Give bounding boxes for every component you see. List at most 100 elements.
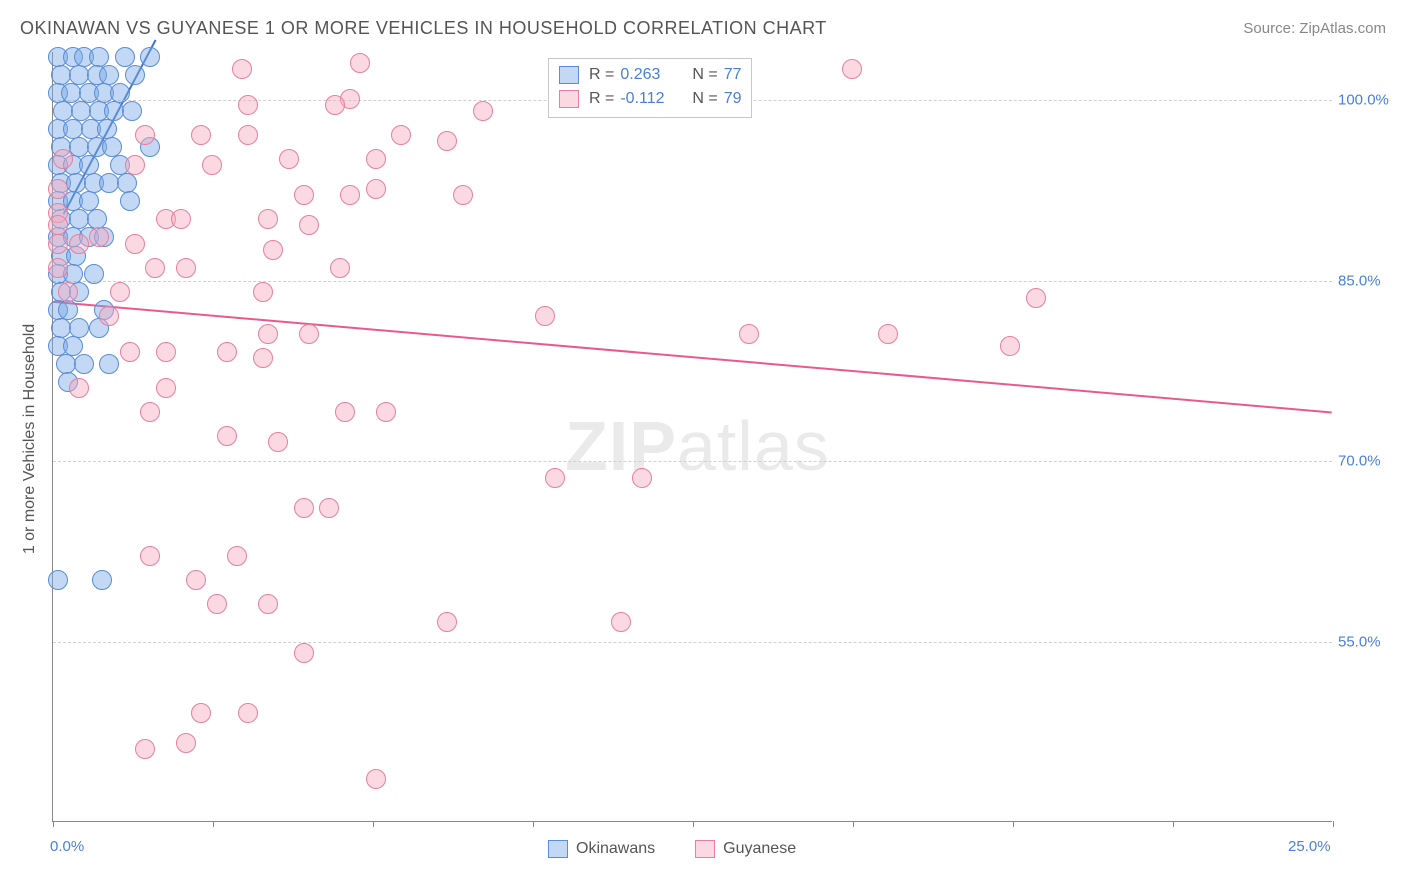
data-point (110, 282, 130, 302)
data-point (217, 426, 237, 446)
legend-row: R = 0.263 N = 77 (559, 63, 741, 87)
plot-area: ZIPatlas 55.0%70.0%85.0%100.0% (52, 52, 1332, 822)
data-point (69, 378, 89, 398)
legend-n-value: 79 (724, 87, 742, 111)
data-point (739, 324, 759, 344)
series-legend-item: Guyanese (695, 840, 796, 858)
data-point (366, 769, 386, 789)
legend-n-label: N = (692, 63, 717, 87)
data-point (99, 306, 119, 326)
data-point (258, 209, 278, 229)
legend-row: R = -0.112N = 79 (559, 87, 741, 111)
source-attribution: Source: ZipAtlas.com (1243, 20, 1386, 37)
data-point (319, 498, 339, 518)
data-point (258, 324, 278, 344)
data-point (325, 95, 345, 115)
data-point (171, 209, 191, 229)
data-point (69, 234, 89, 254)
data-point (125, 234, 145, 254)
data-point (135, 739, 155, 759)
data-point (92, 570, 112, 590)
data-point (87, 209, 107, 229)
data-point (366, 179, 386, 199)
legend-n-value: 77 (724, 63, 742, 87)
data-point (125, 65, 145, 85)
x-tick-label: 0.0% (50, 838, 84, 855)
data-point (253, 282, 273, 302)
source-link[interactable]: ZipAtlas.com (1299, 20, 1386, 37)
watermark: ZIPatlas (565, 406, 830, 486)
data-point (145, 258, 165, 278)
data-point (545, 468, 565, 488)
title-bar: OKINAWAN VS GUYANESE 1 OR MORE VEHICLES … (20, 18, 1386, 39)
legend-swatch (559, 66, 579, 84)
data-point (48, 570, 68, 590)
legend-r-value: -0.112 (620, 87, 676, 111)
data-point (84, 264, 104, 284)
gridline (53, 461, 1332, 462)
data-point (117, 173, 137, 193)
data-point (53, 149, 73, 169)
data-point (89, 227, 109, 247)
data-point (238, 703, 258, 723)
x-tick-mark (1013, 821, 1014, 827)
data-point (335, 402, 355, 422)
gridline (53, 642, 1332, 643)
legend-swatch (559, 90, 579, 108)
legend-swatch (695, 840, 715, 858)
data-point (238, 95, 258, 115)
data-point (58, 282, 78, 302)
data-point (48, 258, 68, 278)
data-point (122, 101, 142, 121)
data-point (176, 733, 196, 753)
source-prefix: Source: (1243, 20, 1299, 37)
data-point (120, 191, 140, 211)
watermark-bold: ZIP (565, 407, 677, 485)
x-tick-mark (853, 821, 854, 827)
data-point (115, 47, 135, 67)
chart-container: OKINAWAN VS GUYANESE 1 OR MORE VEHICLES … (0, 0, 1406, 892)
legend-r-label: R = (589, 87, 614, 111)
legend-swatch (548, 840, 568, 858)
data-point (97, 119, 117, 139)
data-point (63, 336, 83, 356)
data-point (376, 402, 396, 422)
x-tick-mark (1333, 821, 1334, 827)
x-tick-mark (373, 821, 374, 827)
data-point (74, 354, 94, 374)
data-point (99, 354, 119, 374)
data-point (207, 594, 227, 614)
data-point (263, 240, 283, 260)
legend-r-label: R = (589, 63, 614, 87)
data-point (140, 546, 160, 566)
data-point (69, 318, 89, 338)
series-legend-item: Okinawans (548, 840, 655, 858)
series-name: Okinawans (576, 840, 655, 858)
x-tick-mark (53, 821, 54, 827)
y-tick-label: 70.0% (1338, 453, 1398, 470)
data-point (391, 125, 411, 145)
x-tick-mark (213, 821, 214, 827)
data-point (437, 612, 457, 632)
data-point (238, 125, 258, 145)
data-point (48, 234, 68, 254)
data-point (437, 131, 457, 151)
data-point (1026, 288, 1046, 308)
gridline (53, 281, 1332, 282)
data-point (176, 258, 196, 278)
legend-r-value: 0.263 (620, 63, 676, 87)
data-point (227, 546, 247, 566)
data-point (294, 498, 314, 518)
data-point (125, 155, 145, 175)
data-point (110, 83, 130, 103)
y-tick-label: 55.0% (1338, 633, 1398, 650)
data-point (102, 137, 122, 157)
data-point (535, 306, 555, 326)
data-point (120, 342, 140, 362)
data-point (340, 185, 360, 205)
data-point (611, 612, 631, 632)
data-point (191, 125, 211, 145)
data-point (878, 324, 898, 344)
data-point (140, 47, 160, 67)
data-point (350, 53, 370, 73)
